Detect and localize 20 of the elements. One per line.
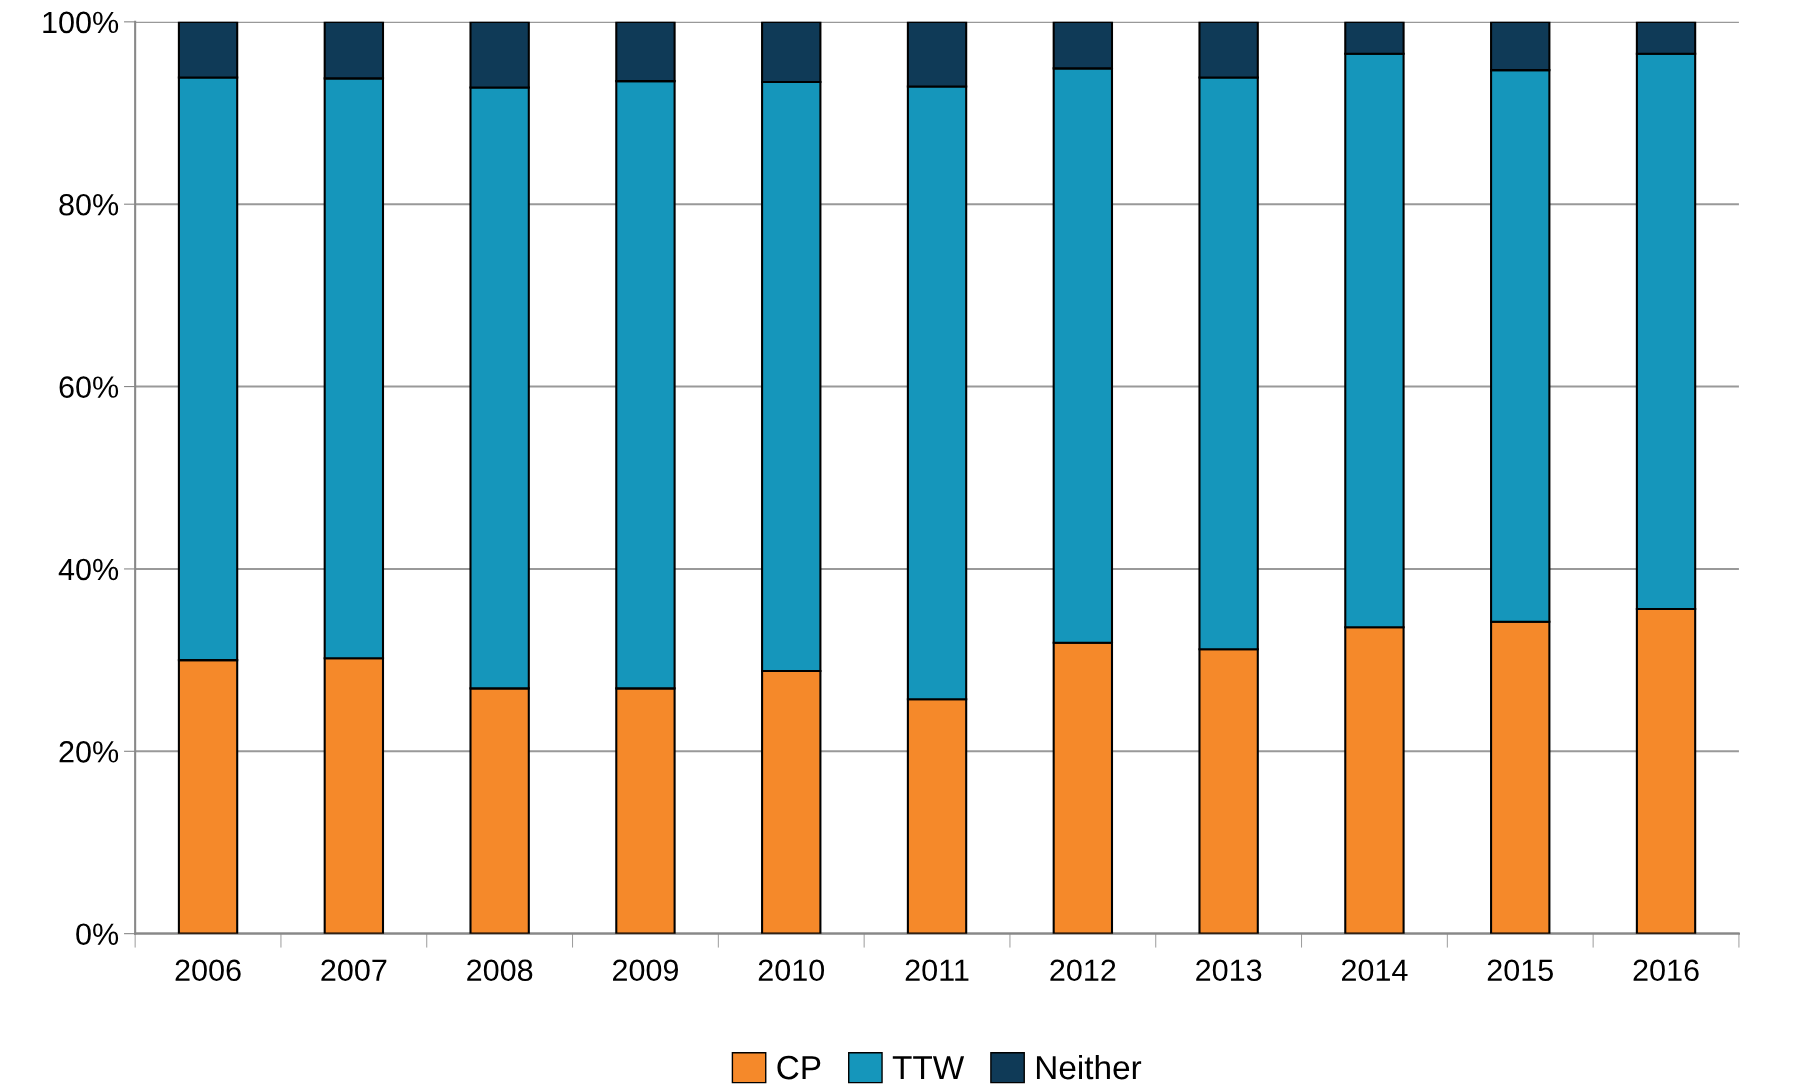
legend-label: Neither [1036,1054,1142,1080]
x-tick-label: 2008 [467,959,533,982]
legend-label: CP [777,1055,821,1080]
x-tick-label: 2015 [1487,959,1553,982]
x-tick-label: 2009 [613,959,678,982]
y-tick-label: 40% [58,558,119,581]
x-tick-label: 2006 [175,959,241,982]
x-tick-label: 2013 [1196,959,1262,982]
y-tick-label: 80% [59,193,119,216]
legend-label: TTW [892,1056,965,1080]
x-tick-label: 2007 [321,959,387,982]
y-tick-label: 100% [43,11,119,34]
y-tick-label: 60% [59,376,119,398]
x-tick-label: 2011 [905,959,969,982]
y-tick-label: 0% [76,923,119,946]
x-tick-label: 2014 [1341,959,1408,982]
x-tick-label: 2016 [1633,959,1699,982]
y-tick-label: 20% [59,741,119,763]
x-tick-label: 2010 [758,959,825,982]
x-tick-label: 2012 [1050,959,1116,982]
